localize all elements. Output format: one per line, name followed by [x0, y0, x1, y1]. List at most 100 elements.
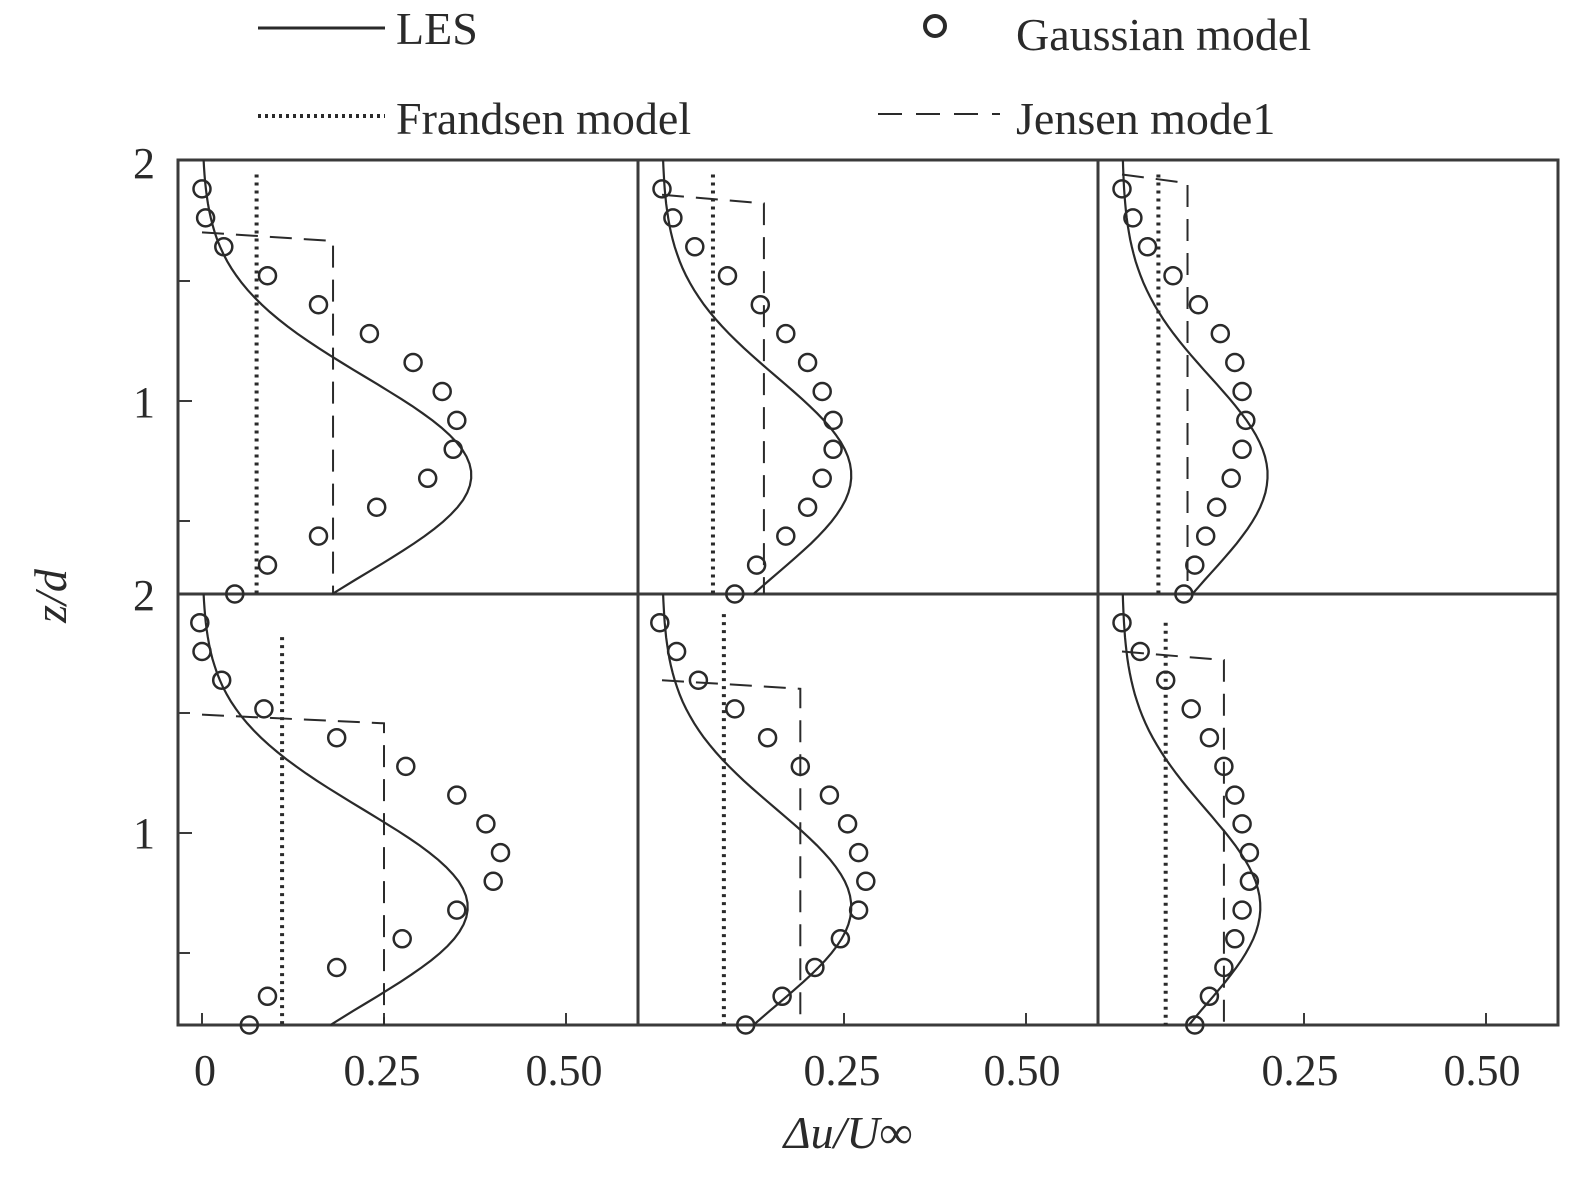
panel-5-jensen-line — [661, 679, 802, 1025]
panel-6-gaussian-point — [1232, 900, 1252, 920]
legend-gaussian-label: Gaussian model — [1016, 9, 1311, 60]
panel-2-les-line — [662, 159, 853, 595]
panel-2-gaussian-point — [797, 497, 818, 517]
x-tick-label-col1-050: 0.50 — [526, 1046, 603, 1095]
panel-2-gaussian-point — [746, 555, 767, 575]
legend: LES Gaussian model Frandsen model Jensen… — [258, 3, 1311, 144]
panel-2-gaussian-point — [652, 179, 672, 199]
panel-1-gaussian-point — [257, 265, 278, 286]
tick-marks — [178, 159, 1487, 1025]
panel-4-gaussian-point — [483, 871, 503, 892]
y-tick-label-bottom-1: 1 — [133, 809, 155, 858]
panel-6-gaussian-point — [1112, 612, 1132, 633]
panel-1-les-line — [202, 159, 473, 595]
panel-4-gaussian-point — [239, 1015, 260, 1035]
panel-2-gaussian-point — [812, 381, 832, 402]
panel-5-gaussian-point — [688, 670, 709, 690]
panel-3-gaussian-point — [1221, 468, 1241, 489]
panel-6-gaussian-point — [1199, 727, 1220, 748]
panel-5-gaussian-point — [856, 871, 876, 892]
panel-6-gaussian-point — [1239, 871, 1260, 892]
x-tick-label-col3-050: 0.50 — [1444, 1046, 1521, 1095]
panel-3-gaussian-point — [1236, 410, 1256, 431]
panel-5-gaussian-point — [830, 929, 851, 949]
panel-3-gaussian-point — [1195, 526, 1216, 546]
panel-1-gaussian-point — [366, 497, 387, 517]
panel-4-gaussian-point — [190, 612, 210, 633]
panel-4-les-line — [202, 593, 469, 1026]
panel-4-gaussian-point — [211, 670, 232, 690]
panel-6-gaussian-point — [1214, 756, 1234, 777]
panel-2-gaussian-point — [823, 439, 843, 460]
legend-jensen-label: Jensen mode1 — [1016, 93, 1275, 144]
panel-4-gaussian-point — [447, 785, 467, 805]
panel-2-gaussian-point — [717, 265, 738, 286]
panel-3-gaussian-point — [1232, 381, 1252, 402]
panel-6-gaussian-point — [1214, 957, 1234, 978]
panel-1-gaussian-point — [225, 584, 245, 604]
panel-1-jensen-line — [201, 231, 335, 594]
panel-4-gaussian-point — [396, 756, 416, 777]
x-tick-label-col1-025: 0.25 — [344, 1046, 421, 1095]
panel-4-gaussian-point — [257, 986, 278, 1007]
panel-6-gaussian-point — [1225, 785, 1245, 805]
panel-5-gaussian-point — [666, 641, 687, 662]
panel-1-gaussian-point — [432, 381, 452, 402]
panel-4-gaussian-point — [476, 814, 496, 834]
panel-2-gaussian-point — [823, 410, 843, 431]
panel-6-gaussian-point — [1155, 670, 1176, 690]
panel-2-gaussian-point — [776, 526, 796, 546]
panel-3-gaussian-point — [1188, 294, 1209, 315]
panel-6-gaussian-point — [1130, 641, 1150, 662]
panel-1-gaussian-point — [308, 294, 329, 315]
y-tick-label-bottom-2: 2 — [133, 571, 155, 620]
panel-5-gaussian-point — [735, 1015, 756, 1035]
panel-4-gaussian-point — [392, 929, 412, 949]
panel-5-gaussian-point — [805, 957, 825, 978]
panel-4-jensen-line — [201, 713, 385, 1025]
panel-1-gaussian-point — [308, 526, 329, 546]
panel-1-gaussian-point — [195, 208, 216, 228]
panel-frames — [176, 158, 1560, 1027]
panel-5-gaussian-point — [757, 727, 778, 748]
panel-5-gaussian-point — [725, 699, 745, 719]
panel-2-gaussian-point — [685, 237, 705, 257]
x-tick-label-col3-025: 0.25 — [1262, 1046, 1339, 1095]
panel-1-gaussian-point — [192, 179, 212, 199]
x-tick-label-col2-050: 0.50 — [984, 1046, 1061, 1095]
panel-5-gaussian-point — [837, 814, 858, 834]
panel-3-gaussian-point — [1112, 179, 1132, 199]
panel-4-gaussian-point — [447, 900, 467, 920]
panel-6-les-line — [1121, 593, 1262, 1026]
panel-3-gaussian-point — [1137, 237, 1158, 257]
panel-5-les-line — [662, 593, 853, 1026]
chart-marks — [190, 159, 1269, 1035]
panel-3-gaussian-point — [1185, 555, 1205, 575]
panel-3-les-line — [1121, 159, 1269, 595]
panel-6-gaussian-point — [1185, 1015, 1205, 1035]
panel-4-gaussian-point — [326, 727, 347, 748]
panel-3-gaussian-point — [1174, 584, 1194, 604]
y-tick-label-top-1: 1 — [133, 378, 155, 427]
x-tick-label-0: 0 — [194, 1046, 216, 1095]
panel-2-gaussian-point — [797, 352, 818, 373]
legend-frandsen-label: Frandsen model — [396, 93, 691, 144]
legend-les-label: LES — [396, 3, 478, 54]
y-axis-label: z/d — [25, 568, 76, 624]
panel-1-gaussian-point — [447, 410, 467, 431]
panel-4-gaussian-point — [326, 957, 347, 978]
x-tick-label-col2-025: 0.25 — [804, 1046, 881, 1095]
panel-4-gaussian-point — [254, 699, 274, 719]
panel-6-gaussian-point — [1225, 929, 1245, 949]
panel-2-gaussian-point — [750, 294, 771, 315]
panel-5-gaussian-point — [848, 900, 869, 920]
panel-6-gaussian-point — [1239, 842, 1260, 863]
panel-1-gaussian-point — [417, 468, 438, 489]
panel-6-gaussian-point — [1199, 986, 1220, 1007]
panel-6-gaussian-point — [1232, 814, 1252, 834]
panel-5-gaussian-point — [772, 986, 792, 1007]
panel-4-gaussian-point — [490, 842, 511, 863]
panel-1-gaussian-point — [214, 237, 234, 257]
panel-3-jensen-line — [1121, 173, 1189, 594]
